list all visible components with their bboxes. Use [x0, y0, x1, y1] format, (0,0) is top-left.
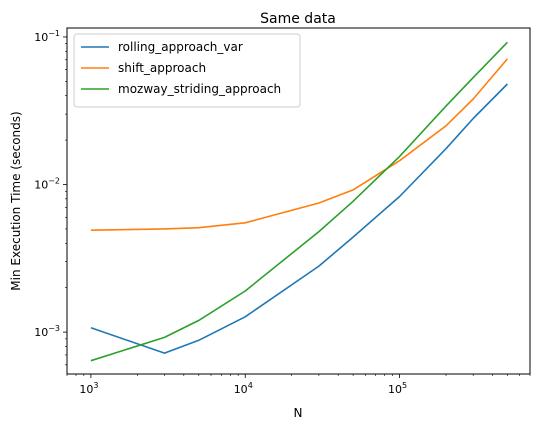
- plot-frame: [66, 27, 531, 375]
- legend-label: rolling_approach_var: [118, 40, 243, 54]
- series-line-shift-approach: [90, 58, 509, 231]
- chart-title: Same data: [260, 11, 336, 27]
- legend-label: mozway_striding_approach: [118, 82, 281, 96]
- series-line-rolling-approach-var: [90, 83, 508, 354]
- legend: rolling_approach_var shift_approachmozway…: [73, 33, 301, 108]
- series-layer: [90, 41, 509, 362]
- legend-label: shift_approach: [118, 61, 206, 75]
- y-tick-label: 10−2: [34, 177, 60, 192]
- series-line-mozway-striding-approach: [90, 41, 508, 362]
- x-axis-label: N: [294, 406, 303, 420]
- legend-box: [73, 33, 301, 108]
- y-tick-label: 10−3: [34, 324, 60, 339]
- y-tick-label: 10−1: [34, 29, 60, 44]
- y-axis-label: Min Execution Time (seconds): [9, 111, 23, 290]
